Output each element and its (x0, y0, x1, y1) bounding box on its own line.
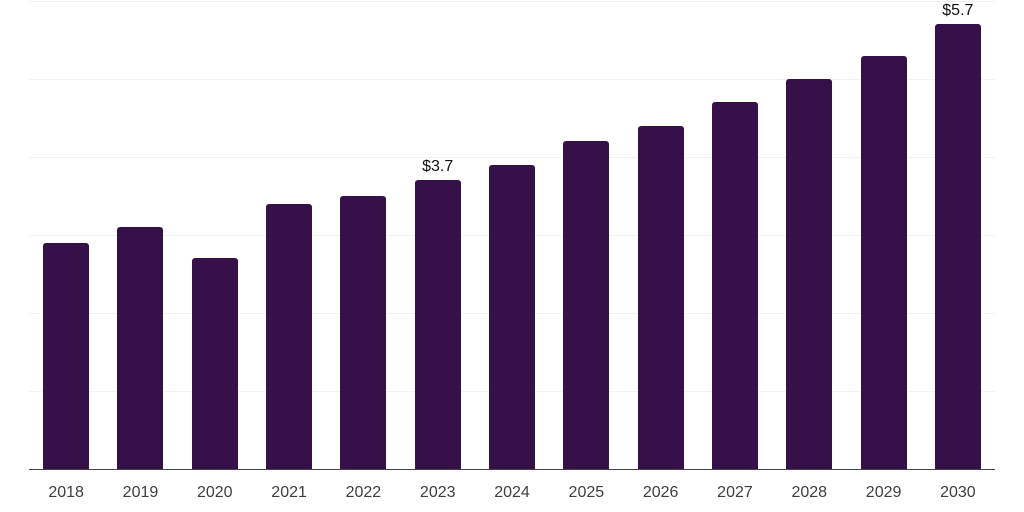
data-label-2023: $3.7 (422, 158, 454, 176)
bar-2025 (563, 141, 610, 469)
x-tick-2027: 2027 (717, 484, 753, 501)
x-tick-2023: 2023 (419, 484, 456, 501)
bar-2029 (860, 55, 907, 469)
data-label-2030: $5.7 (942, 2, 974, 20)
x-tick-2020: 2020 (196, 484, 233, 501)
bar-2026 (637, 125, 684, 469)
x-tick-2028: 2028 (791, 484, 828, 501)
bar-2030 (934, 24, 981, 469)
x-tick-2018: 2018 (48, 484, 84, 501)
bar-2022 (340, 196, 387, 469)
bar-2028 (786, 79, 833, 469)
bar-2021 (266, 203, 313, 469)
x-tick-2021: 2021 (271, 484, 307, 501)
x-tick-2026: 2026 (642, 484, 679, 501)
x-tick-2029: 2029 (865, 484, 902, 501)
bar-2020 (191, 258, 238, 469)
x-tick-2025: 2025 (568, 484, 605, 501)
bar-2018 (43, 242, 90, 469)
plot-area: $3.7 $5.7 (29, 1, 995, 470)
gridline (29, 157, 995, 158)
x-tick-2024: 2024 (494, 484, 530, 501)
x-tick-2030: 2030 (940, 484, 976, 501)
gridline (29, 1, 995, 2)
bar-2024 (489, 164, 535, 469)
gridline (29, 79, 995, 80)
x-tick-2022: 2022 (345, 484, 382, 501)
x-tick-2019: 2019 (122, 484, 159, 501)
bar-2019 (117, 227, 164, 469)
bar-2027 (711, 102, 758, 469)
bar-2023 (414, 180, 461, 469)
x-axis-labels: 2018 2019 2020 2021 2022 2023 2024 2025 2026 2027… (29, 484, 995, 502)
